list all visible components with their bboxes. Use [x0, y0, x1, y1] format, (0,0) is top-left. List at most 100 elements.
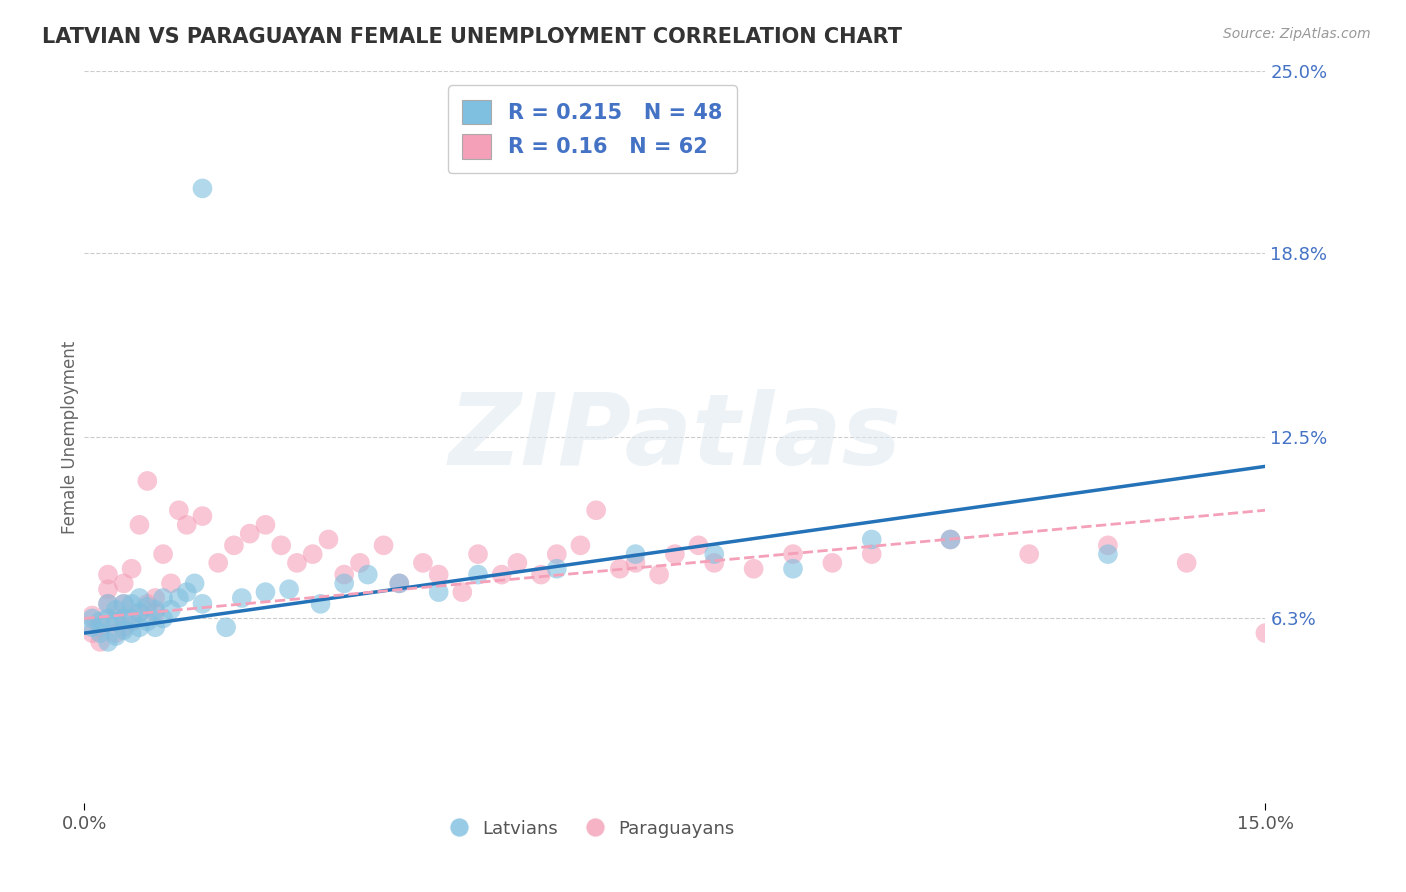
Point	[451, 585, 474, 599]
Point	[1018, 547, 1040, 561]
Point	[215, 620, 238, 634]
Point	[427, 567, 450, 582]
Point	[333, 567, 356, 582]
Point	[254, 517, 277, 532]
Point	[742, 562, 765, 576]
Point	[333, 576, 356, 591]
Point	[939, 533, 962, 547]
Point	[97, 597, 120, 611]
Point	[467, 567, 489, 582]
Point	[112, 611, 135, 625]
Legend: Latvians, Paraguayans: Latvians, Paraguayans	[443, 813, 741, 845]
Point	[128, 606, 150, 620]
Point	[121, 597, 143, 611]
Point	[270, 538, 292, 552]
Point	[82, 626, 104, 640]
Point	[1097, 538, 1119, 552]
Point	[176, 517, 198, 532]
Point	[128, 620, 150, 634]
Point	[349, 556, 371, 570]
Point	[167, 591, 190, 605]
Point	[128, 591, 150, 605]
Point	[285, 556, 308, 570]
Point	[104, 603, 127, 617]
Point	[703, 556, 725, 570]
Point	[388, 576, 411, 591]
Point	[412, 556, 434, 570]
Point	[546, 562, 568, 576]
Point	[89, 620, 111, 634]
Point	[1175, 556, 1198, 570]
Point	[782, 547, 804, 561]
Point	[143, 620, 166, 634]
Point	[112, 597, 135, 611]
Point	[82, 620, 104, 634]
Point	[569, 538, 592, 552]
Point	[136, 615, 159, 629]
Point	[136, 599, 159, 614]
Point	[703, 547, 725, 561]
Point	[191, 181, 214, 195]
Point	[624, 547, 647, 561]
Point	[97, 597, 120, 611]
Point	[89, 615, 111, 629]
Point	[121, 562, 143, 576]
Text: ZIPatlas: ZIPatlas	[449, 389, 901, 485]
Point	[112, 620, 135, 634]
Point	[373, 538, 395, 552]
Point	[176, 585, 198, 599]
Point	[357, 567, 380, 582]
Point	[112, 623, 135, 637]
Point	[136, 597, 159, 611]
Text: LATVIAN VS PARAGUAYAN FEMALE UNEMPLOYMENT CORRELATION CHART: LATVIAN VS PARAGUAYAN FEMALE UNEMPLOYMEN…	[42, 27, 903, 46]
Y-axis label: Female Unemployment: Female Unemployment	[62, 341, 80, 533]
Point	[97, 567, 120, 582]
Point	[688, 538, 710, 552]
Point	[388, 576, 411, 591]
Point	[278, 582, 301, 597]
Point	[128, 517, 150, 532]
Point	[609, 562, 631, 576]
Point	[183, 576, 205, 591]
Point	[152, 591, 174, 605]
Point	[121, 626, 143, 640]
Point	[104, 626, 127, 640]
Point	[585, 503, 607, 517]
Point	[89, 635, 111, 649]
Point	[860, 547, 883, 561]
Point	[491, 567, 513, 582]
Point	[104, 629, 127, 643]
Point	[222, 538, 245, 552]
Point	[1254, 626, 1277, 640]
Point	[301, 547, 323, 561]
Point	[506, 556, 529, 570]
Point	[82, 608, 104, 623]
Point	[97, 635, 120, 649]
Point	[191, 597, 214, 611]
Point	[152, 611, 174, 625]
Point	[112, 597, 135, 611]
Point	[104, 611, 127, 625]
Point	[648, 567, 671, 582]
Point	[207, 556, 229, 570]
Point	[136, 474, 159, 488]
Point	[152, 547, 174, 561]
Point	[112, 576, 135, 591]
Point	[821, 556, 844, 570]
Point	[231, 591, 253, 605]
Point	[427, 585, 450, 599]
Point	[530, 567, 553, 582]
Point	[104, 615, 127, 629]
Point	[121, 615, 143, 629]
Point	[167, 503, 190, 517]
Point	[97, 611, 120, 625]
Point	[939, 533, 962, 547]
Point	[143, 603, 166, 617]
Point	[191, 509, 214, 524]
Text: Source: ZipAtlas.com: Source: ZipAtlas.com	[1223, 27, 1371, 41]
Point	[664, 547, 686, 561]
Point	[1097, 547, 1119, 561]
Point	[254, 585, 277, 599]
Point	[160, 576, 183, 591]
Point	[160, 603, 183, 617]
